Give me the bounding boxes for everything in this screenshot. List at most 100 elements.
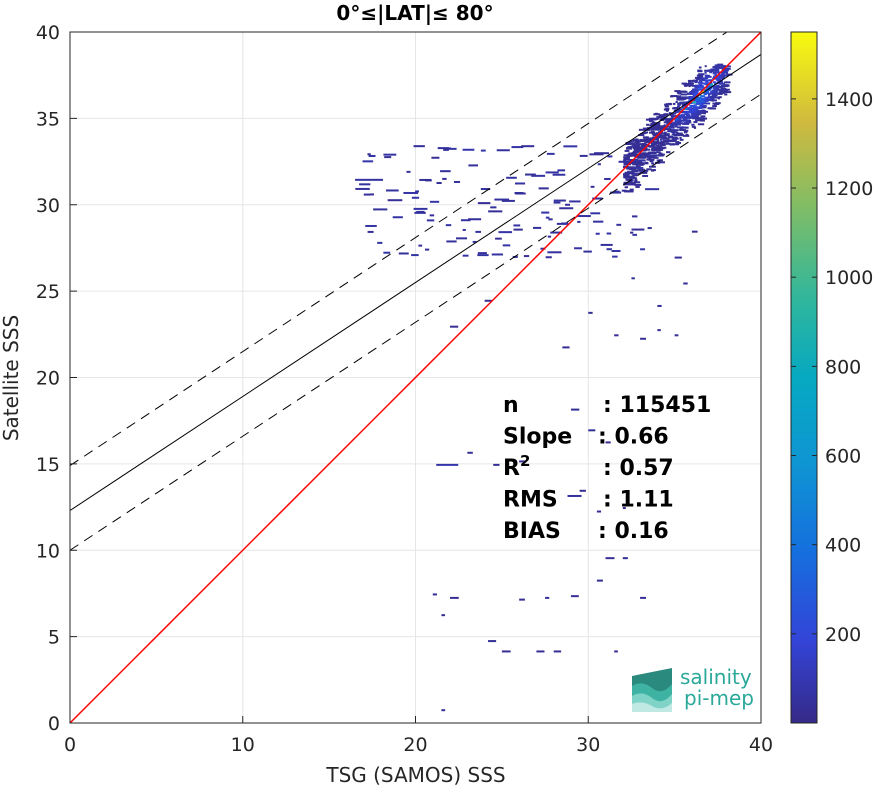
density-cell: [559, 207, 574, 210]
density-cell: [612, 255, 618, 258]
density-cell: [651, 162, 655, 165]
density-cell: [684, 112, 688, 115]
density-cell: [359, 183, 371, 186]
density-cell: [519, 598, 525, 601]
density-cell: [688, 96, 696, 99]
density-cell: [667, 130, 674, 133]
density-cell: [462, 148, 475, 151]
density-cell: [658, 115, 665, 118]
density-cell: [363, 193, 371, 196]
density-cell: [637, 150, 641, 153]
density-cell: [679, 138, 684, 141]
density-cell: [546, 152, 555, 155]
density-cell: [650, 130, 655, 133]
density-cell: [553, 199, 566, 202]
density-cell: [668, 112, 672, 115]
density-cell: [424, 248, 430, 251]
density-cell: [642, 174, 649, 177]
density-cell: [664, 105, 670, 108]
density-cell: [377, 241, 383, 244]
density-cell: [699, 119, 705, 122]
density-cell: [693, 126, 697, 129]
density-cell: [696, 85, 700, 88]
density-cell: [645, 118, 652, 121]
x-tick-label: 40: [749, 734, 773, 756]
density-cell: [579, 154, 588, 157]
density-cell: [716, 71, 723, 74]
density-cell: [715, 76, 722, 79]
density-cell: [688, 85, 691, 88]
density-cell: [633, 166, 644, 169]
density-cell: [590, 185, 595, 188]
colorbar-tick-label: 400: [825, 535, 861, 557]
density-cell: [675, 116, 680, 119]
density-cell: [717, 97, 721, 100]
density-cell: [623, 183, 631, 186]
density-cell: [545, 171, 559, 174]
density-cell: [712, 68, 720, 71]
density-cell: [635, 185, 640, 188]
density-cell: [645, 152, 651, 155]
y-axis-ticks: 0 5 10 15 20 25 30 35 40: [36, 22, 77, 735]
density-cell: [683, 282, 688, 285]
colorbar-tick-label: 600: [825, 446, 861, 468]
density-cell: [697, 111, 703, 114]
density-cell: [714, 64, 719, 67]
density-cell: [550, 231, 563, 234]
density-cell: [681, 127, 684, 130]
density-cell: [718, 96, 722, 99]
density-cell: [446, 147, 452, 150]
density-cell: [628, 166, 635, 169]
density-cell: [701, 103, 704, 106]
density-cell: [633, 173, 638, 176]
density-cell: [677, 103, 681, 106]
density-cell: [689, 116, 693, 119]
density-cell: [724, 93, 728, 96]
density-cell: [634, 140, 641, 143]
density-cell: [675, 101, 678, 104]
density-cell: [545, 596, 550, 599]
density-cell: [654, 136, 662, 139]
density-cell: [669, 122, 673, 125]
density-cell: [515, 192, 526, 195]
density-cell: [646, 156, 651, 159]
density-cell: [640, 248, 645, 251]
density-cell: [670, 95, 674, 98]
density-cell: [677, 96, 684, 99]
density-cell: [714, 82, 717, 85]
density-cell: [672, 102, 676, 105]
density-cell: [710, 97, 714, 100]
density-cell: [706, 98, 712, 101]
density-cell: [445, 224, 452, 227]
density-cell: [462, 254, 469, 257]
density-cell: [690, 115, 695, 118]
density-cell: [632, 151, 637, 154]
stat-label-text: Slope: [503, 425, 572, 450]
density-cell: [600, 243, 613, 246]
density-cell: [658, 114, 665, 117]
density-cell: [698, 83, 702, 86]
density-cell: [623, 154, 627, 157]
density-cell: [712, 85, 716, 88]
density-cell: [632, 215, 638, 218]
density-cell: [649, 124, 653, 127]
density-cell: [706, 69, 714, 72]
density-cell: [666, 140, 673, 143]
density-cell: [626, 147, 631, 150]
density-cell: [633, 181, 641, 184]
density-cell: [679, 111, 685, 114]
density-cell: [639, 156, 646, 159]
density-cell: [672, 137, 676, 140]
density-cell: [519, 460, 527, 463]
density-cell: [692, 115, 699, 118]
density-cell: [622, 173, 630, 176]
density-cell: [719, 90, 723, 93]
density-cell: [719, 91, 726, 94]
density-cell: [652, 134, 658, 137]
density-cell: [656, 117, 660, 120]
density-cell: [547, 235, 552, 238]
stat-label-text: R: [503, 456, 520, 481]
density-cell: [636, 156, 641, 159]
density-cell: [666, 118, 674, 121]
density-cell: [679, 134, 684, 137]
